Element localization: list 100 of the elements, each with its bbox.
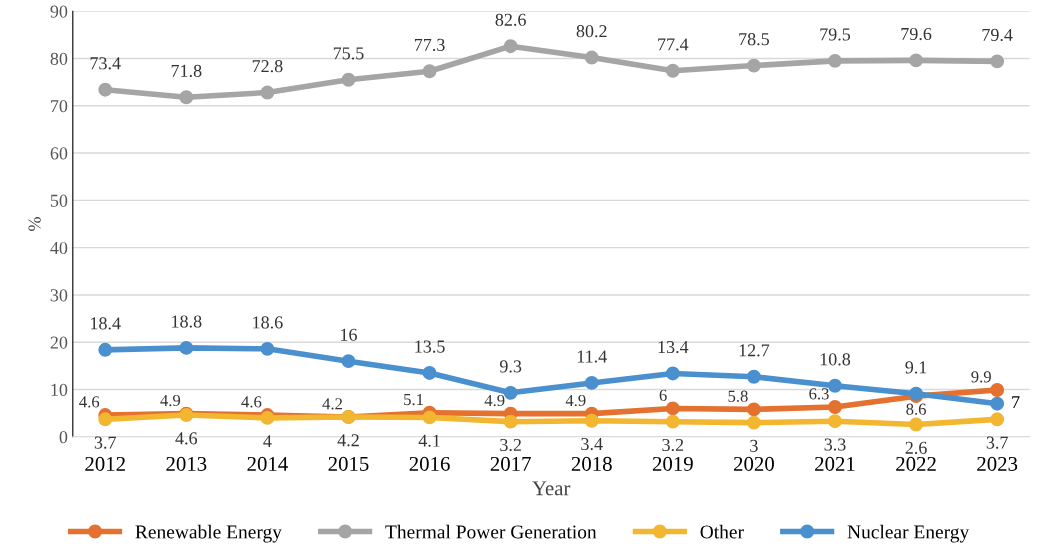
x-tick-label: 2020 (733, 456, 774, 471)
data-label: 4.6 (175, 432, 198, 445)
data-label: 75.5 (333, 47, 364, 60)
y-tick-label: 20 (50, 336, 68, 349)
data-label: 13.5 (415, 340, 445, 353)
point (828, 414, 842, 429)
data-label: 9.1 (905, 361, 927, 374)
point (746, 58, 761, 73)
point (746, 415, 761, 430)
x-tick-label: 2022 (896, 456, 936, 471)
data-label: 3.7 (94, 436, 116, 449)
data-label: 5.8 (728, 390, 748, 402)
y-tick-label: 70 (51, 100, 68, 113)
point (341, 72, 356, 87)
data-label: 4.9 (484, 394, 505, 407)
y-tick-label: 90 (50, 5, 68, 18)
y-tick-label: 80 (50, 52, 68, 65)
data-label: 4.1 (418, 434, 440, 447)
data-label: 8.6 (906, 403, 926, 415)
legend-label: Nuclear Energy (847, 524, 970, 543)
data-label: 9.9 (971, 371, 991, 383)
point (828, 53, 842, 68)
point (503, 39, 518, 54)
x-tick-label: 2014 (247, 456, 288, 471)
point (990, 54, 1005, 69)
data-label: 11.4 (577, 350, 607, 363)
x-axis-title: Year (532, 481, 571, 496)
data-label: 79.6 (901, 27, 932, 41)
data-label: 4.6 (79, 396, 100, 408)
point (990, 412, 1005, 427)
point (990, 383, 1005, 397)
data-label: 4.2 (322, 398, 343, 410)
point (98, 342, 113, 357)
data-label: 18.6 (253, 316, 283, 329)
x-tick-label: 2017 (490, 456, 531, 471)
x-tick-label: 2015 (328, 456, 369, 471)
point (746, 402, 761, 417)
data-label: 80.2 (576, 25, 607, 38)
data-label: 7 (1012, 396, 1020, 409)
data-label: 77.4 (658, 38, 689, 51)
point (503, 414, 518, 429)
data-label: 71.8 (171, 64, 202, 78)
point (828, 378, 842, 393)
x-tick-label: 2012 (85, 456, 125, 471)
y-axis-title: % (28, 217, 41, 231)
point (98, 82, 113, 97)
data-label: 4.2 (337, 434, 359, 447)
data-label: 3.2 (500, 438, 521, 452)
legend-label: Thermal Power Generation (385, 524, 597, 539)
x-tick-label: 2016 (409, 456, 450, 471)
x-tick-label: 2021 (815, 456, 855, 471)
y-tick-label: 40 (50, 241, 68, 255)
point (341, 354, 356, 369)
point (98, 412, 113, 427)
point (665, 401, 680, 416)
legend-label: Renewable Energy (135, 524, 282, 543)
point (422, 410, 437, 425)
y-tick-label: 60 (50, 147, 68, 160)
point (260, 341, 275, 356)
data-label: 6.3 (809, 388, 829, 400)
point (422, 64, 437, 79)
point (179, 340, 194, 355)
data-label: 16 (341, 328, 357, 341)
data-label: 3.4 (581, 437, 603, 451)
point (665, 366, 680, 381)
data-label: 9.3 (499, 360, 522, 373)
data-label: 4.9 (565, 394, 586, 407)
point (909, 53, 924, 68)
data-label: 18.8 (172, 315, 202, 328)
x-tick-label: 2018 (571, 456, 612, 471)
data-label: 5.1 (404, 393, 424, 406)
data-label: 72.8 (252, 60, 283, 73)
y-tick-label: 10 (51, 383, 68, 396)
data-label: 3 (750, 439, 758, 452)
data-label: 77.3 (414, 38, 445, 51)
x-tick-label: 2023 (977, 456, 1018, 471)
point (990, 396, 1005, 411)
data-label: 12.7 (739, 344, 770, 357)
data-label: 79.5 (820, 28, 851, 41)
y-tick-label: 50 (50, 194, 68, 207)
data-label: 4.9 (160, 394, 181, 407)
data-label: 2.6 (905, 441, 927, 454)
point (665, 414, 680, 429)
data-label: 10.8 (820, 353, 851, 366)
data-label: 18.4 (91, 317, 121, 330)
data-label: 3.7 (986, 436, 1008, 449)
data-label: 82.6 (495, 13, 526, 26)
data-label: 78.5 (739, 33, 770, 46)
data-label: 3.2 (662, 438, 684, 452)
legend-label: Other (700, 524, 744, 539)
x-tick-label: 2019 (652, 456, 693, 471)
point (260, 85, 275, 100)
data-label: 3.3 (824, 438, 846, 451)
point (584, 413, 599, 428)
point (503, 385, 518, 400)
point (179, 90, 194, 105)
y-tick-label: 0 (59, 431, 68, 444)
data-label: 13.4 (658, 340, 689, 354)
point (584, 50, 599, 65)
data-label: 6 (659, 389, 667, 401)
